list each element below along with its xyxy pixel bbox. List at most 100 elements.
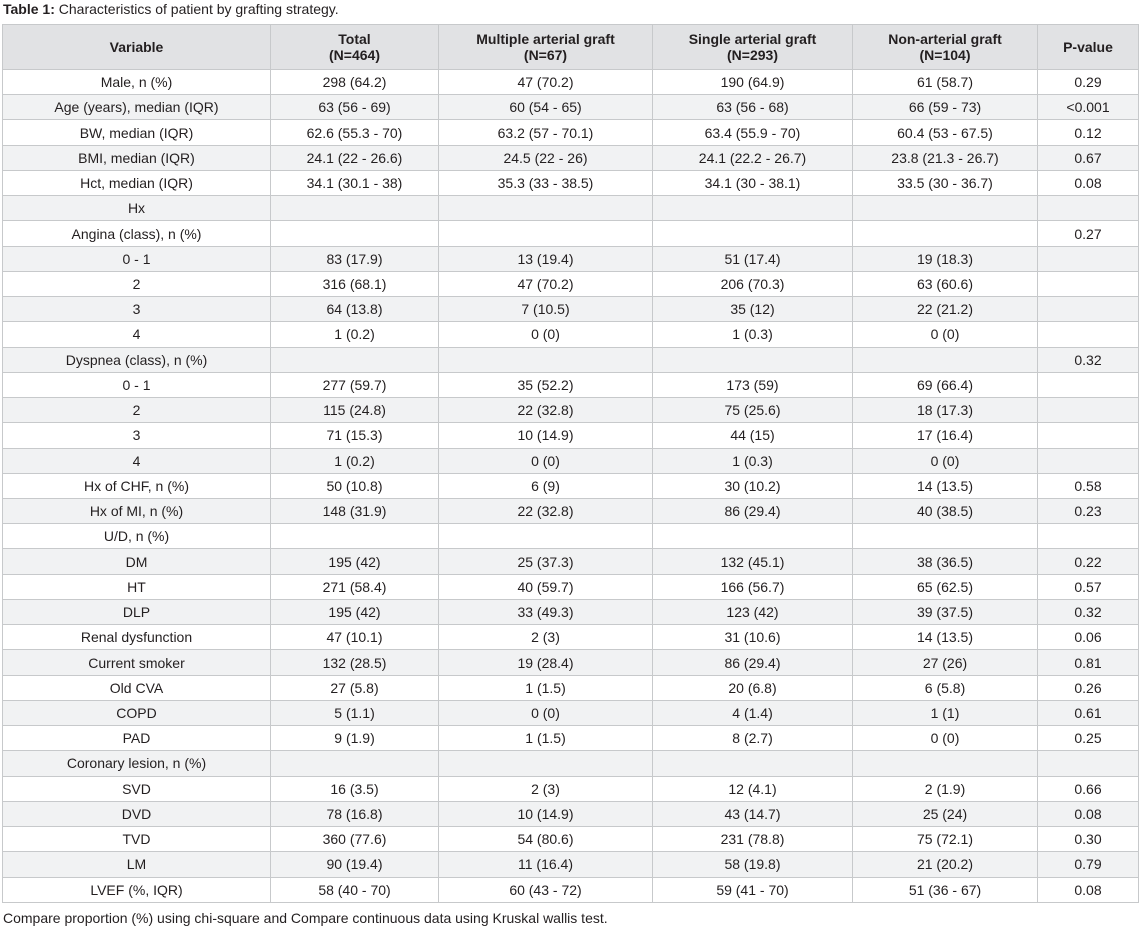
cell-non-arterial: 19 (18.3) <box>852 245 1038 272</box>
cell-single-arterial: 123 (42) <box>652 598 853 626</box>
cell-p-value <box>1037 245 1139 272</box>
cell-non-arterial: 60.4 (53 - 67.5) <box>852 119 1038 146</box>
cell-p-value: 0.22 <box>1037 548 1139 575</box>
table-row: 3 64 (13.8) 7 (10.5) 35 (12) 22 (21.2) <box>2 296 1139 323</box>
cell-non-arterial: 63 (60.6) <box>852 270 1038 298</box>
cell-multiple-arterial: 2 (3) <box>438 624 653 651</box>
cell-total: 5 (1.1) <box>270 699 439 727</box>
cell-total <box>270 195 439 222</box>
cell-single-arterial <box>652 750 853 777</box>
cell-single-arterial: 51 (17.4) <box>652 245 853 272</box>
cell-p-value: 0.58 <box>1037 472 1139 499</box>
table-row: Hx of MI, n (%) 148 (31.9) 22 (32.8) 86 (29… <box>2 497 1139 525</box>
cell-variable: DVD <box>2 800 271 828</box>
table-row: Renal dysfunction 47 (10.1) 2 (3) 31 (10.6)… <box>2 624 1139 651</box>
cell-variable: BMI, median (IQR) <box>2 144 271 171</box>
cell-variable: LM <box>2 851 271 878</box>
table-row: SVD 16 (3.5) 2 (3) 12 (4.1) 2 (1.9) 0.66 <box>2 775 1139 802</box>
cell-multiple-arterial: 1 (1.5) <box>438 674 653 701</box>
cell-variable: Coronary lesion, n (%) <box>2 750 271 777</box>
cell-non-arterial: 23.8 (21.3 - 26.7) <box>852 144 1038 171</box>
cell-total: 195 (42) <box>270 598 439 626</box>
cell-total: 90 (19.4) <box>270 851 439 878</box>
cell-variable: Age (years), median (IQR) <box>2 94 271 121</box>
cell-total: 63 (56 - 69) <box>270 94 439 121</box>
cell-multiple-arterial: 1 (1.5) <box>438 725 653 752</box>
cell-total: 1 (0.2) <box>270 447 439 474</box>
cell-non-arterial <box>852 220 1038 247</box>
table-caption: Table 1: Characteristics of patient by g… <box>3 1 339 17</box>
cell-variable: 4 <box>2 447 271 474</box>
cell-total <box>270 523 439 550</box>
cell-variable: 2 <box>2 397 271 424</box>
cell-single-arterial: 4 (1.4) <box>652 699 853 727</box>
cell-single-arterial: 30 (10.2) <box>652 472 853 499</box>
cell-total: 1 (0.2) <box>270 321 439 348</box>
table-row: HT 271 (58.4) 40 (59.7) 166 (56.7) 65 (62.5)… <box>2 573 1139 600</box>
header-multiple-arterial: Multiple arterial graft (N=67) <box>438 24 653 70</box>
cell-p-value <box>1037 750 1139 777</box>
cell-p-value <box>1037 296 1139 323</box>
cell-single-arterial: 12 (4.1) <box>652 775 853 802</box>
cell-non-arterial: 0 (0) <box>852 447 1038 474</box>
cell-variable: Hx <box>2 195 271 222</box>
cell-variable: 0 - 1 <box>2 245 271 272</box>
cell-p-value: 0.29 <box>1037 68 1139 96</box>
table-row: BMI, median (IQR) 24.1 (22 - 26.6) 24.5 (2… <box>2 144 1139 171</box>
cell-non-arterial: 39 (37.5) <box>852 598 1038 626</box>
cell-non-arterial: 6 (5.8) <box>852 674 1038 701</box>
cell-total: 71 (15.3) <box>270 422 439 449</box>
table-row: Hx of CHF, n (%) 50 (10.8) 6 (9) 30 (10.2) 1… <box>2 472 1139 499</box>
cell-single-arterial: 1 (0.3) <box>652 447 853 474</box>
cell-p-value: 0.30 <box>1037 826 1139 853</box>
cell-single-arterial: 8 (2.7) <box>652 725 853 752</box>
table-row: Dyspnea (class), n (%) 0.32 <box>2 346 1139 373</box>
cell-single-arterial: 59 (41 - 70) <box>652 876 853 903</box>
cell-total <box>270 346 439 373</box>
caption-label: Table 1: <box>3 1 55 17</box>
cell-single-arterial: 173 (59) <box>652 371 853 399</box>
cell-non-arterial: 51 (36 - 67) <box>852 876 1038 903</box>
cell-non-arterial: 25 (24) <box>852 800 1038 828</box>
cell-variable: Hx of CHF, n (%) <box>2 472 271 499</box>
cell-non-arterial: 75 (72.1) <box>852 826 1038 853</box>
table-row: Hx <box>2 195 1139 222</box>
cell-single-arterial <box>652 220 853 247</box>
cell-single-arterial: 44 (15) <box>652 422 853 449</box>
cell-variable: LVEF (%, IQR) <box>2 876 271 903</box>
cell-total: 47 (10.1) <box>270 624 439 651</box>
table-row: Male, n (%) 298 (64.2) 47 (70.2) 190 (64.9)… <box>2 68 1139 96</box>
cell-variable: 3 <box>2 422 271 449</box>
cell-total: 9 (1.9) <box>270 725 439 752</box>
table-row: 3 71 (15.3) 10 (14.9) 44 (15) 17 (16.4) <box>2 422 1139 449</box>
cell-single-arterial <box>652 195 853 222</box>
table-header: Variable Total (N=464) Multiple arterial … <box>2 24 1139 70</box>
cell-multiple-arterial: 47 (70.2) <box>438 270 653 298</box>
cell-non-arterial: 17 (16.4) <box>852 422 1038 449</box>
cell-p-value <box>1037 371 1139 399</box>
header-variable: Variable <box>2 24 271 70</box>
cell-variable: Hx of MI, n (%) <box>2 497 271 525</box>
cell-single-arterial <box>652 346 853 373</box>
cell-variable: Old CVA <box>2 674 271 701</box>
cell-multiple-arterial: 35.3 (33 - 38.5) <box>438 169 653 197</box>
cell-single-arterial <box>652 523 853 550</box>
cell-non-arterial: 1 (1) <box>852 699 1038 727</box>
table-row: DM 195 (42) 25 (37.3) 132 (45.1) 38 (36.5) 0.… <box>2 548 1139 575</box>
cell-total: 298 (64.2) <box>270 68 439 96</box>
table-row: 2 115 (24.8) 22 (32.8) 75 (25.6) 18 (17.3) <box>2 397 1139 424</box>
header-non-arterial: Non-arterial graft (N=104) <box>852 24 1038 70</box>
cell-multiple-arterial: 0 (0) <box>438 699 653 727</box>
cell-p-value <box>1037 270 1139 298</box>
cell-total: 83 (17.9) <box>270 245 439 272</box>
cell-variable: PAD <box>2 725 271 752</box>
cell-total: 195 (42) <box>270 548 439 575</box>
cell-multiple-arterial: 13 (19.4) <box>438 245 653 272</box>
cell-p-value: 0.23 <box>1037 497 1139 525</box>
cell-variable: DLP <box>2 598 271 626</box>
cell-p-value: 0.08 <box>1037 169 1139 197</box>
cell-single-arterial: 231 (78.8) <box>652 826 853 853</box>
cell-total: 58 (40 - 70) <box>270 876 439 903</box>
table-row: LVEF (%, IQR) 58 (40 - 70) 60 (43 - 72) 59 … <box>2 876 1139 903</box>
cell-multiple-arterial: 54 (80.6) <box>438 826 653 853</box>
